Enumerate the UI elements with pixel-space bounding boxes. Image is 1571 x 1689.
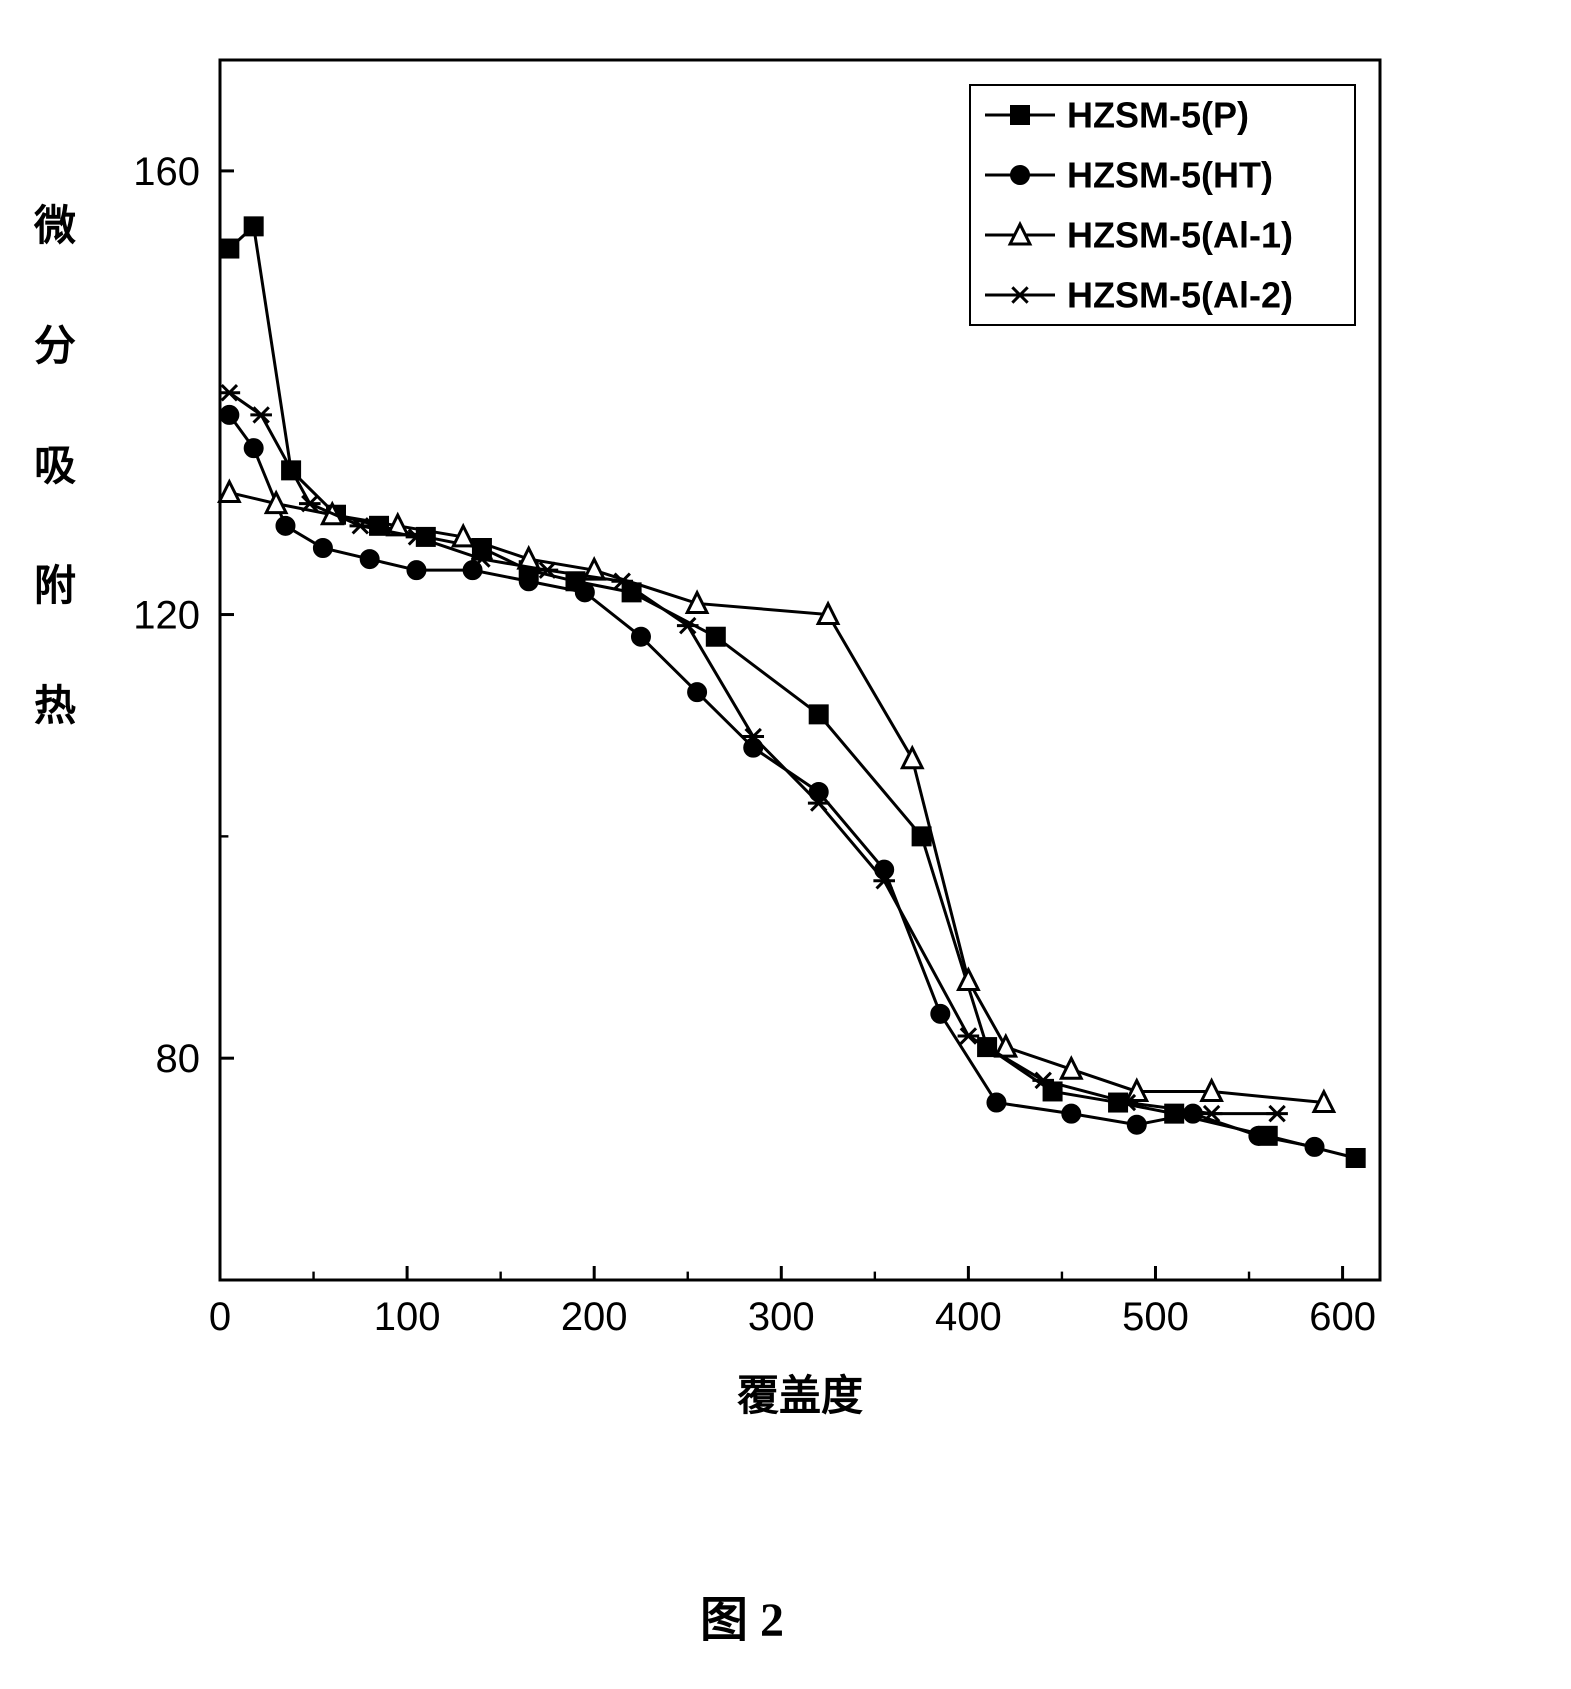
svg-text:HZSM-5(Al-2): HZSM-5(Al-2): [1067, 275, 1293, 316]
svg-text:吸: 吸: [34, 444, 76, 490]
svg-text:HZSM-5(Al-1): HZSM-5(Al-1): [1067, 215, 1293, 256]
svg-text:分: 分: [34, 324, 76, 370]
svg-text:0: 0: [209, 1295, 231, 1339]
svg-text:600: 600: [1309, 1295, 1376, 1339]
figure-caption: 图 2: [700, 1580, 784, 1650]
svg-text:附: 附: [34, 563, 76, 610]
svg-text:400: 400: [935, 1295, 1002, 1339]
svg-text:100: 100: [374, 1295, 441, 1339]
svg-text:HZSM-5(P): HZSM-5(P): [1067, 95, 1249, 136]
svg-text:120: 120: [133, 594, 200, 638]
svg-text:热: 热: [34, 683, 76, 730]
svg-text:HZSM-5(HT): HZSM-5(HT): [1067, 155, 1273, 196]
svg-text:覆盖度: 覆盖度: [737, 1373, 863, 1420]
svg-text:80: 80: [156, 1037, 201, 1081]
svg-text:300: 300: [748, 1295, 815, 1339]
svg-text:500: 500: [1122, 1295, 1189, 1339]
svg-text:200: 200: [561, 1295, 628, 1339]
svg-text:160: 160: [133, 150, 200, 194]
chart: 0 100 200 300 400 500 600 80 120 160 覆盖度 微分吸附热 HZSM-…: [0, 0, 1571, 1540]
svg-text:微: 微: [33, 203, 76, 250]
